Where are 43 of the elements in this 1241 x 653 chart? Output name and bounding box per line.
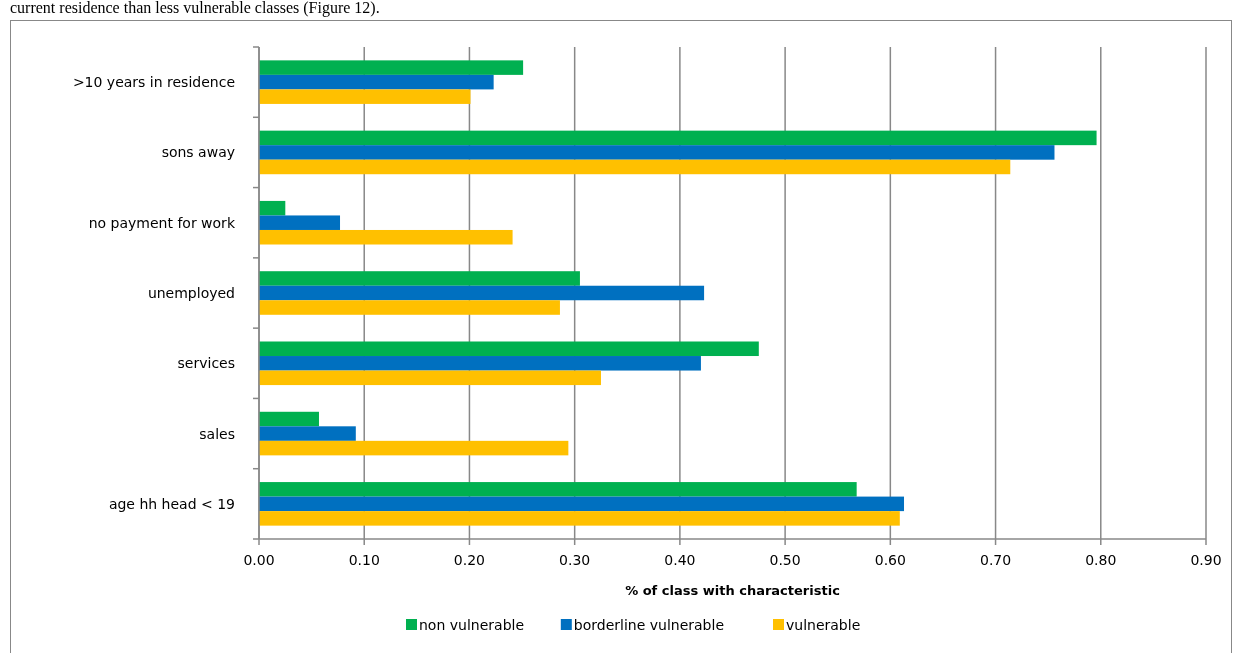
- legend-label: vulnerable: [786, 617, 861, 633]
- y-tick-label: >10 years in residence: [72, 74, 235, 91]
- bar: [259, 411, 319, 427]
- bar: [259, 60, 524, 75]
- y-tick-label: sons away: [161, 144, 235, 161]
- x-axis-title: % of class with characteristic: [625, 583, 840, 598]
- x-tick-label: 0.20: [453, 552, 486, 568]
- bar: [259, 426, 356, 441]
- bar: [259, 341, 759, 357]
- bar: [259, 511, 900, 526]
- bar: [259, 285, 705, 301]
- y-tick-label: sales: [199, 425, 235, 442]
- x-tick-label: 0.90: [1190, 552, 1222, 568]
- x-tick-label: 0.40: [664, 552, 696, 568]
- x-tick-label: 0.80: [1085, 552, 1117, 568]
- bar: [259, 482, 857, 497]
- y-tick-label: unemployed: [147, 285, 235, 301]
- bar: [259, 130, 1097, 146]
- bar: [259, 215, 341, 230]
- y-tick-label: services: [177, 355, 235, 372]
- text: current residence than less vulnerable classes (Figure 12).: [10, 0, 380, 17]
- x-tick-label: 0.00: [243, 552, 275, 568]
- bar: [259, 89, 471, 104]
- legend-label: borderline vulnerable: [573, 617, 724, 633]
- legend-label: non vulnerable: [419, 617, 525, 633]
- bar: [259, 145, 1055, 160]
- bar: [259, 271, 580, 286]
- y-tick-label: no payment for work: [88, 214, 236, 231]
- bar: [259, 370, 601, 386]
- y-tick-label: age hh head < 19: [108, 495, 235, 512]
- bar: [259, 496, 905, 512]
- bar: [259, 200, 286, 216]
- x-tick-label: 0.30: [559, 552, 591, 568]
- x-tick-label: 0.10: [348, 552, 380, 568]
- bar: [259, 74, 494, 90]
- bar: [259, 356, 701, 371]
- x-tick-label: 0.70: [979, 552, 1012, 568]
- bar: [259, 300, 560, 315]
- x-tick-label: 0.60: [874, 552, 906, 568]
- bar: [259, 159, 1011, 175]
- bar: [259, 440, 569, 456]
- x-tick-label: 0.50: [769, 552, 801, 568]
- bar: [259, 229, 513, 245]
